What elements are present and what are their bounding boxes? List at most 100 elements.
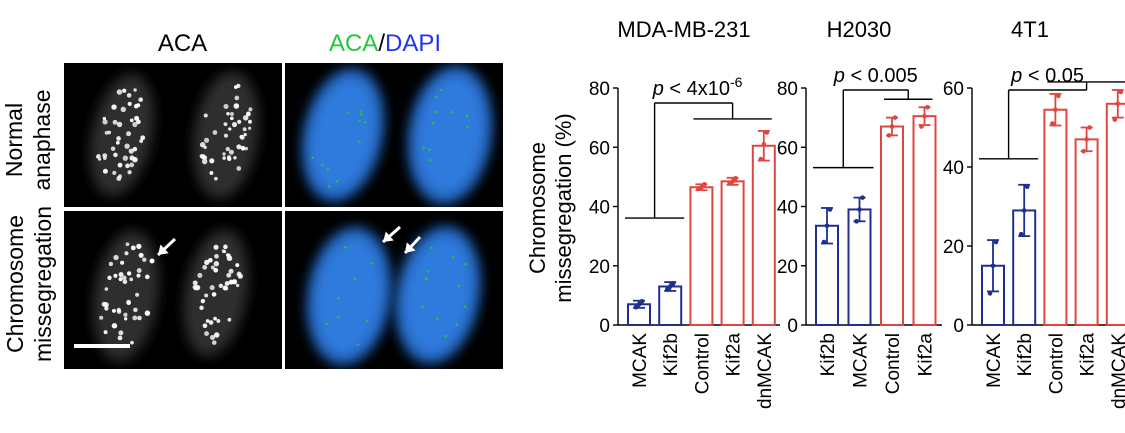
data-point — [1081, 148, 1086, 154]
bar — [880, 125, 904, 326]
scale-bar — [74, 344, 130, 348]
data-point — [922, 113, 927, 119]
data-point — [1024, 184, 1030, 190]
chromosome-mass — [193, 71, 259, 199]
aca-dapi-column-title: ACA/DAPI — [295, 30, 475, 58]
chromosome-mass — [93, 230, 159, 362]
bar — [1105, 102, 1125, 326]
x-tick-label: MCAK — [630, 333, 651, 388]
bar — [912, 115, 937, 326]
data-point — [761, 141, 767, 147]
data-point — [1018, 231, 1024, 237]
p-value-annotation: p < 4x10-6 — [652, 74, 743, 100]
x-tick-label: Kif2a — [724, 333, 745, 377]
y-tick-label: 60 — [777, 138, 798, 159]
arrow-icon — [382, 225, 401, 244]
chromosome-mass — [183, 229, 249, 357]
data-point — [990, 263, 996, 269]
data-point — [919, 124, 924, 129]
y-tick-label: 0 — [787, 316, 798, 337]
bar — [1074, 138, 1099, 326]
x-tick-label: dnMCAK — [1109, 333, 1125, 409]
micrograph-merge-missegregation — [285, 211, 503, 369]
x-tick-label: Control — [883, 333, 904, 394]
arrow-icon — [403, 235, 422, 255]
bar — [751, 144, 776, 326]
micrograph-merge-normal — [285, 63, 503, 207]
chromosome-mass — [394, 225, 482, 365]
data-point — [699, 184, 704, 190]
p-value-annotation: p < 0.05 — [1010, 65, 1084, 87]
data-point — [702, 181, 707, 187]
data-point — [730, 179, 735, 184]
data-point — [987, 291, 993, 296]
chromosome-mass — [301, 67, 385, 203]
y-tick-label: 80 — [589, 79, 610, 100]
data-point — [821, 239, 827, 245]
y-tick-label: 0 — [953, 316, 964, 337]
x-tick-label: MCAK — [984, 333, 1005, 388]
data-point — [667, 284, 673, 289]
data-point — [1087, 125, 1092, 130]
x-tick-label: Control — [1046, 333, 1067, 394]
y-tick-label: 60 — [589, 138, 610, 159]
micrograph-aca-missegregation — [64, 211, 282, 369]
chart-title: H2030 — [827, 17, 892, 42]
data-point — [925, 104, 930, 110]
data-point — [1115, 101, 1121, 107]
bar — [658, 285, 683, 326]
data-point — [827, 207, 833, 212]
micrograph-aca-normal — [64, 63, 282, 207]
y-tick-label: 20 — [777, 257, 798, 278]
x-tick-label: Kif2b — [1015, 333, 1036, 376]
data-point — [664, 287, 670, 292]
y-tick-label: 0 — [599, 316, 610, 337]
data-point — [1050, 121, 1055, 126]
channel-separator: / — [378, 30, 385, 57]
data-point — [1118, 89, 1124, 95]
data-point — [758, 156, 764, 162]
arrow-icon — [156, 237, 177, 257]
data-point — [824, 223, 830, 229]
chromosome-mass — [89, 74, 155, 196]
data-point — [1021, 208, 1027, 213]
data-point — [993, 239, 999, 245]
bar — [1043, 108, 1068, 326]
y-tick-label: 80 — [777, 79, 798, 100]
data-point — [733, 176, 738, 181]
x-tick-label: Kif2b — [818, 333, 839, 376]
data-point — [889, 124, 895, 129]
data-point — [854, 219, 859, 224]
bar — [847, 208, 872, 326]
x-tick-label: Control — [692, 333, 713, 394]
chromosome-mass — [306, 226, 392, 366]
p-value-annotation: p < 0.005 — [833, 65, 918, 87]
x-tick-label: dnMCAK — [755, 333, 776, 409]
data-point — [764, 130, 770, 135]
data-point — [1053, 107, 1058, 113]
data-point — [1112, 117, 1118, 122]
chart-title: 4T1 — [1011, 17, 1049, 42]
chart-title: MDA-MB-231 — [617, 17, 750, 42]
y-axis-label: Chromosome missegregation (%) — [525, 113, 576, 303]
y-tick-label: 20 — [943, 237, 964, 258]
y-axis-label-line: Chromosome — [525, 142, 550, 274]
data-point — [633, 304, 639, 310]
dapi-channel-label: DAPI — [385, 30, 442, 57]
bar — [720, 180, 745, 326]
aca-column-title: ACA — [157, 30, 208, 57]
aca-channel-label: ACA — [328, 30, 379, 57]
data-point — [670, 281, 676, 286]
y-tick-label: 40 — [777, 198, 798, 219]
y-tick-label: 40 — [943, 158, 964, 179]
data-point — [857, 207, 862, 212]
data-point — [1084, 137, 1089, 142]
y-axis-label-line: missegregation (%) — [551, 113, 576, 303]
data-point — [892, 115, 898, 120]
data-point — [639, 299, 645, 304]
data-point — [1056, 93, 1061, 99]
y-tick-label: 40 — [589, 198, 610, 219]
data-point — [860, 195, 865, 200]
x-tick-label: Kif2b — [661, 333, 682, 376]
data-point — [886, 133, 892, 138]
